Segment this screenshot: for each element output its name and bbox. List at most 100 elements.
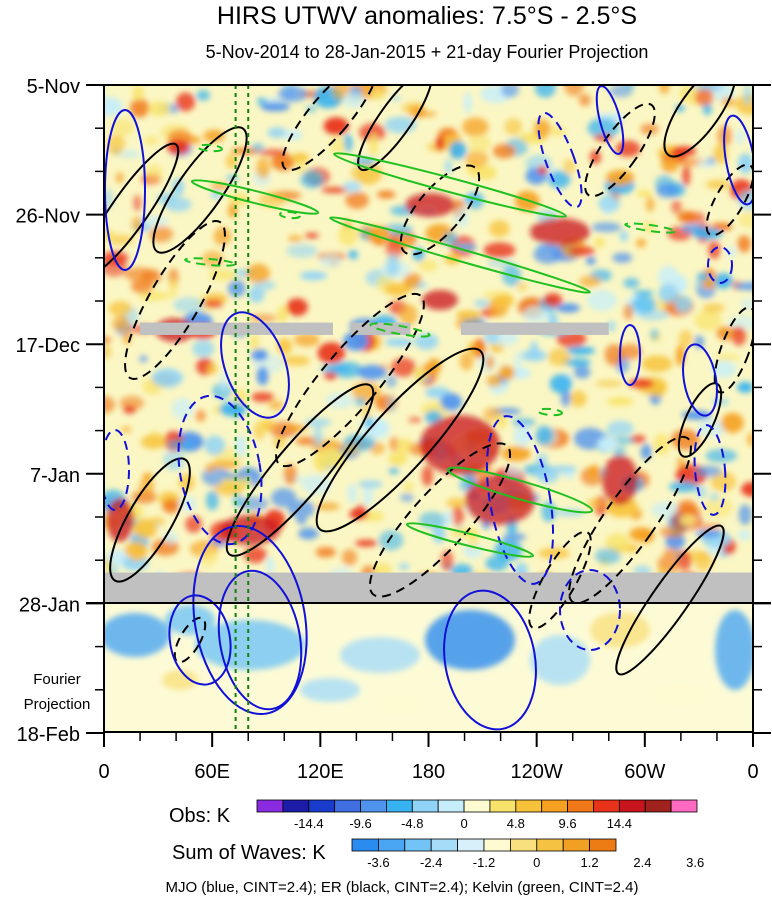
- anomaly-cell: [324, 371, 338, 380]
- mjo-contour: [217, 569, 303, 711]
- anomaly-cell: [104, 396, 115, 414]
- anomaly-cell: [462, 117, 489, 137]
- anomaly-cell: [476, 165, 497, 180]
- projection-cell: [165, 605, 215, 635]
- anomaly-cell: [203, 129, 225, 143]
- anomaly-cell: [556, 303, 581, 313]
- anomaly-cell: [676, 345, 685, 367]
- anomaly-cell: [355, 539, 378, 547]
- anomaly-cell: [633, 290, 654, 297]
- anomaly-cell: [354, 397, 366, 407]
- colorbar-label: 4.8: [507, 816, 525, 831]
- x-tick-label: 180: [412, 761, 445, 783]
- anomaly-cell: [258, 191, 286, 208]
- anomaly-cell: [541, 501, 556, 522]
- er-contour: [281, 85, 379, 172]
- y-tick-label: 18-Feb: [17, 724, 80, 746]
- anomaly-cell: [737, 153, 753, 174]
- anomaly-cell: [642, 220, 656, 234]
- anomaly-cell: [548, 465, 578, 473]
- anomaly-cell: [513, 425, 533, 447]
- er-contour: [663, 85, 737, 158]
- y-tick-label: 7-Jan: [30, 465, 80, 487]
- anomaly-cell: [260, 102, 290, 112]
- projection-cell: [715, 610, 753, 690]
- anomaly-cell: [554, 508, 585, 517]
- anomaly-cell: [287, 235, 303, 243]
- anomaly-cell: [325, 392, 355, 409]
- anomaly-cell: [606, 396, 634, 407]
- anomaly-cell: [605, 533, 631, 554]
- anomaly-cell: [746, 432, 753, 447]
- anomaly-cell: [222, 473, 249, 480]
- anomaly-cell: [640, 123, 659, 135]
- anomaly-cell: [737, 529, 752, 541]
- er-contour: [275, 292, 425, 468]
- anomaly-cell: [319, 253, 342, 268]
- anomaly-cell: [658, 283, 679, 303]
- anomaly-cell: [304, 232, 319, 239]
- anomaly-cell: [563, 158, 576, 175]
- er-contour: [368, 442, 512, 598]
- anomaly-cell: [256, 366, 269, 386]
- projection-cell: [162, 670, 198, 690]
- anomaly-cell: [564, 85, 584, 96]
- colorbar-label: 1.2: [581, 855, 599, 870]
- anomaly-cell: [607, 320, 616, 332]
- anomaly-cell: [504, 118, 523, 136]
- colorbar-swatch: [536, 838, 564, 852]
- anomaly-cell: [282, 355, 311, 366]
- anomaly-cell: [569, 390, 587, 408]
- mjo-contour: [693, 424, 727, 516]
- y-tick-label: 5-Nov: [27, 76, 80, 98]
- anomaly-cell: [550, 125, 566, 138]
- anomaly-cell: [623, 304, 634, 320]
- anomaly-cell: [398, 563, 410, 570]
- anomaly-cell: [313, 425, 323, 448]
- kelvin-contour: [446, 466, 594, 514]
- colorbar-swatch: [589, 838, 617, 852]
- anomaly-cell: [388, 452, 408, 466]
- anomaly-cell: [693, 523, 723, 530]
- anomaly-cell: [262, 419, 277, 432]
- anomaly-cell: [320, 364, 350, 374]
- mjo-contour: [177, 394, 263, 546]
- anomaly-cell: [606, 420, 634, 437]
- anomaly-cell: [108, 301, 132, 316]
- anomaly-cell: [549, 374, 573, 394]
- anomaly-cell: [435, 137, 445, 151]
- colorbar-swatch: [567, 799, 594, 813]
- anomaly-cell: [291, 152, 309, 163]
- anomaly-cell: [296, 517, 307, 525]
- anomaly-cell: [251, 143, 265, 152]
- anomaly-cell: [709, 493, 719, 501]
- anomaly-cell: [451, 505, 465, 527]
- anomaly-cell: [604, 344, 624, 366]
- x-tick-label: 60E: [194, 761, 230, 783]
- anomaly-cell: [132, 85, 144, 101]
- waves-legend-label: Sum of Waves: K: [172, 842, 326, 864]
- anomaly-cell: [408, 416, 422, 423]
- anomaly-cell: [631, 295, 657, 314]
- anomaly-cell: [679, 514, 696, 526]
- anomaly-cell: [225, 154, 237, 169]
- anomaly-cell: [205, 490, 219, 511]
- wave-contours: [104, 85, 753, 731]
- anomaly-cell: [357, 364, 387, 380]
- colorbar-swatch: [411, 799, 439, 813]
- anomaly-cell: [682, 165, 691, 187]
- colorbar-label: -1.2: [473, 855, 495, 870]
- anomaly-cell: [123, 405, 136, 414]
- anomaly-cell: [185, 515, 203, 533]
- colorbar-label: -4.8: [401, 816, 423, 831]
- colorbar-swatch: [483, 838, 511, 852]
- anomaly-cell: [597, 437, 618, 451]
- er-contour: [315, 347, 485, 533]
- colorbar-swatch: [644, 799, 672, 813]
- anomaly-cell: [587, 117, 620, 139]
- projection-cell: [340, 637, 420, 673]
- projection-cell: [530, 635, 590, 685]
- anomaly-cell: [706, 156, 716, 165]
- colorbar-swatch: [457, 838, 485, 852]
- anomaly-cell: [388, 467, 399, 475]
